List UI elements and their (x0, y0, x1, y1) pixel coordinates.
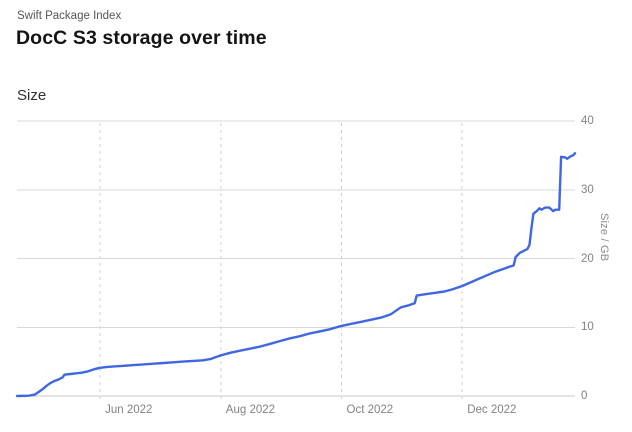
x-tick-label: Oct 2022 (346, 404, 394, 416)
x-tick-label: Dec 2022 (467, 404, 517, 416)
site-name: Swift Package Index (17, 10, 122, 22)
y-tick-label: 10 (581, 321, 594, 334)
y-tick-label: 0 (581, 390, 588, 402)
y-axis-title: Size / GB (598, 213, 610, 262)
y-tick-label: 30 (581, 183, 594, 196)
storage-line (15, 152, 577, 398)
chart-subtitle: Size (17, 87, 47, 104)
y-tick-label: 40 (581, 115, 594, 127)
page-title: DocC S3 storage over time (16, 27, 267, 49)
x-tick-label: Aug 2022 (225, 404, 276, 416)
y-tick-label: 20 (581, 252, 594, 265)
x-tick-label: Jun 2022 (105, 404, 153, 416)
